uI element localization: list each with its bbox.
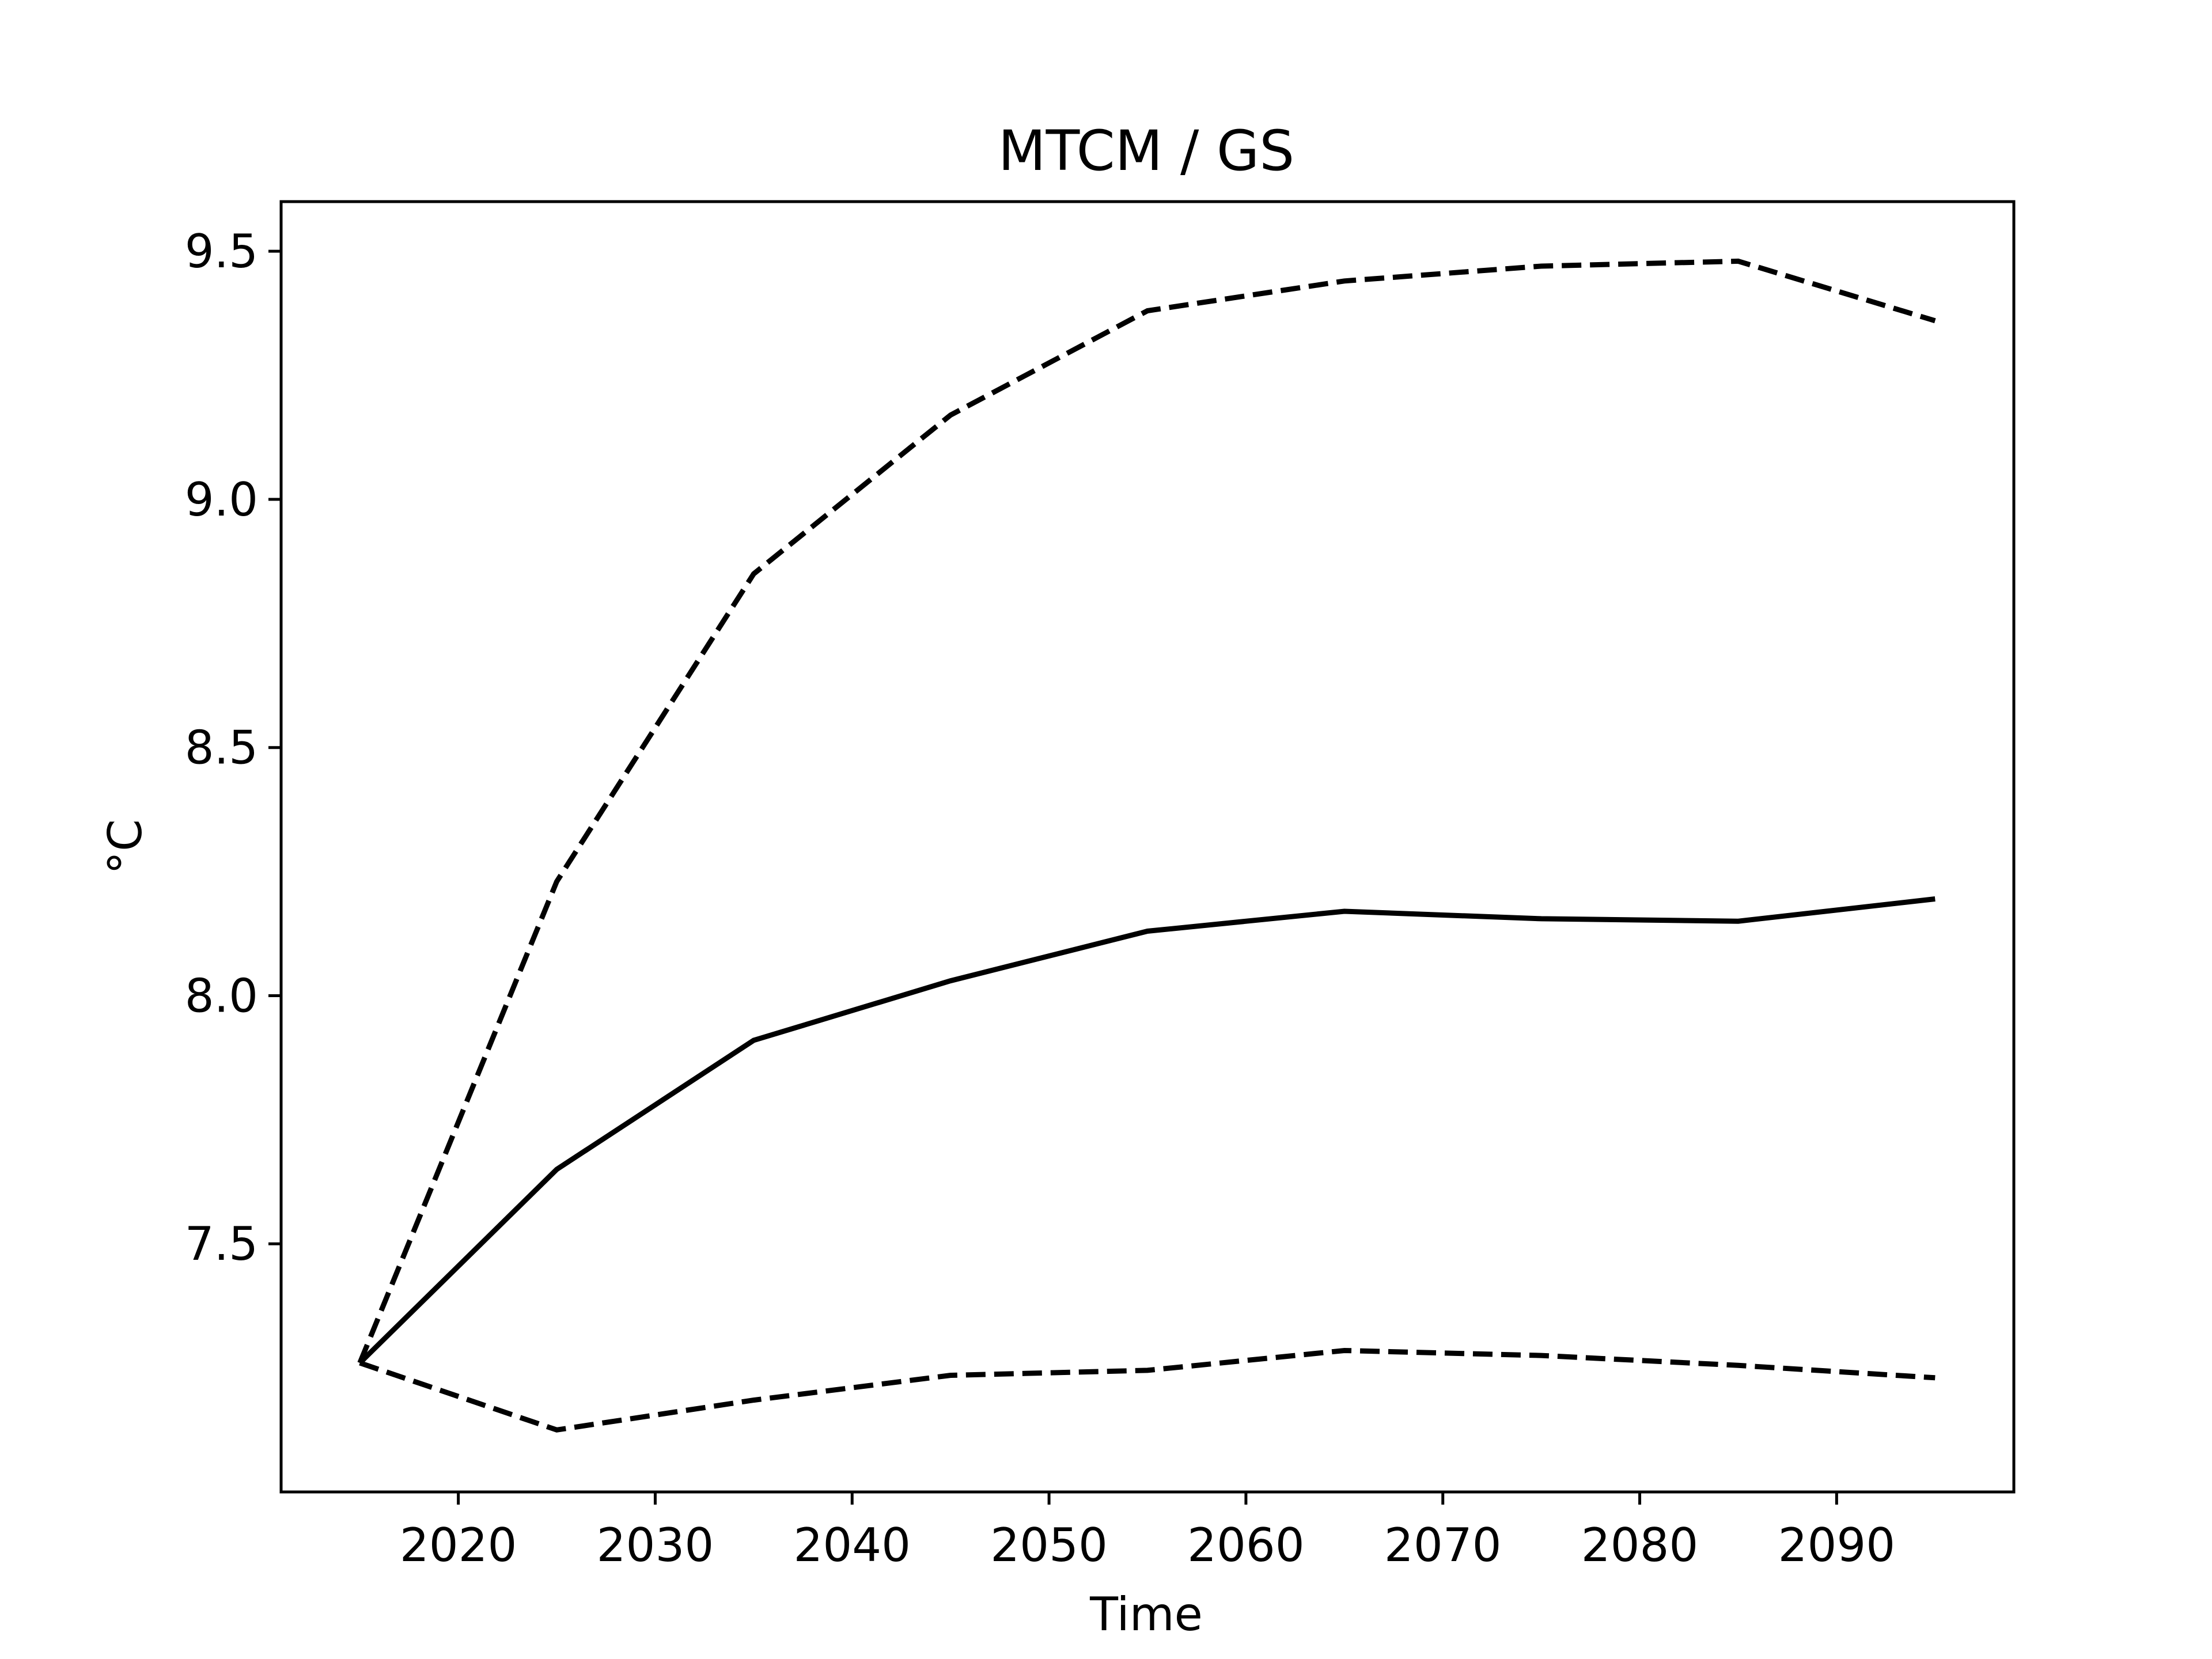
y-tick-label: 8.0 <box>185 969 258 1022</box>
series-line-3 <box>359 1347 1936 1433</box>
x-tick-label: 2050 <box>990 1518 1108 1572</box>
y-tick-label: 9.0 <box>185 473 258 527</box>
series-layer <box>357 258 1936 1433</box>
x-tick-label: 2030 <box>597 1518 714 1572</box>
y-axis: 7.5 8.0 8.5 9.0 9.5 <box>185 225 281 1271</box>
chart-title: MTCM / GS <box>998 119 1294 183</box>
y-tick-label: 9.5 <box>185 225 258 278</box>
x-tick-label: 2060 <box>1187 1518 1305 1572</box>
x-tick-label: 2020 <box>400 1518 517 1572</box>
x-tick-label: 2070 <box>1384 1518 1502 1572</box>
y-tick-label: 7.5 <box>185 1217 258 1271</box>
series-line-2 <box>358 896 1936 1365</box>
x-tick-label: 2080 <box>1581 1518 1699 1572</box>
x-axis-label: Time <box>1089 1588 1203 1641</box>
x-axis: 2020 2030 2040 2050 2060 2070 2080 2090 <box>400 1492 1895 1572</box>
y-axis-label: °C <box>99 819 152 874</box>
y-tick-label: 8.5 <box>185 721 258 775</box>
plot-frame <box>279 200 2016 1494</box>
series-line-1 <box>357 258 1936 1364</box>
x-tick-label: 2040 <box>793 1518 911 1572</box>
x-tick-label: 2090 <box>1778 1518 1896 1572</box>
